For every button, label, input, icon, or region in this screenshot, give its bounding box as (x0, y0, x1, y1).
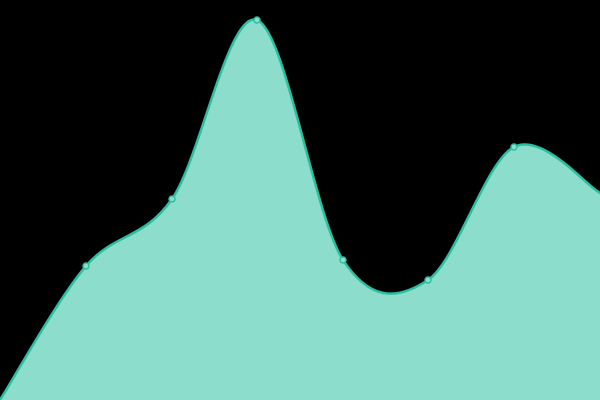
data-point-marker[interactable] (168, 195, 176, 203)
data-point-markers (82, 16, 518, 284)
area-line-path (0, 18, 600, 400)
data-point-marker[interactable] (339, 256, 347, 264)
data-point-marker[interactable] (253, 16, 261, 24)
data-point-marker[interactable] (82, 262, 90, 270)
data-point-marker[interactable] (510, 143, 518, 151)
area-fill-path (0, 19, 600, 400)
data-point-marker[interactable] (424, 276, 432, 284)
